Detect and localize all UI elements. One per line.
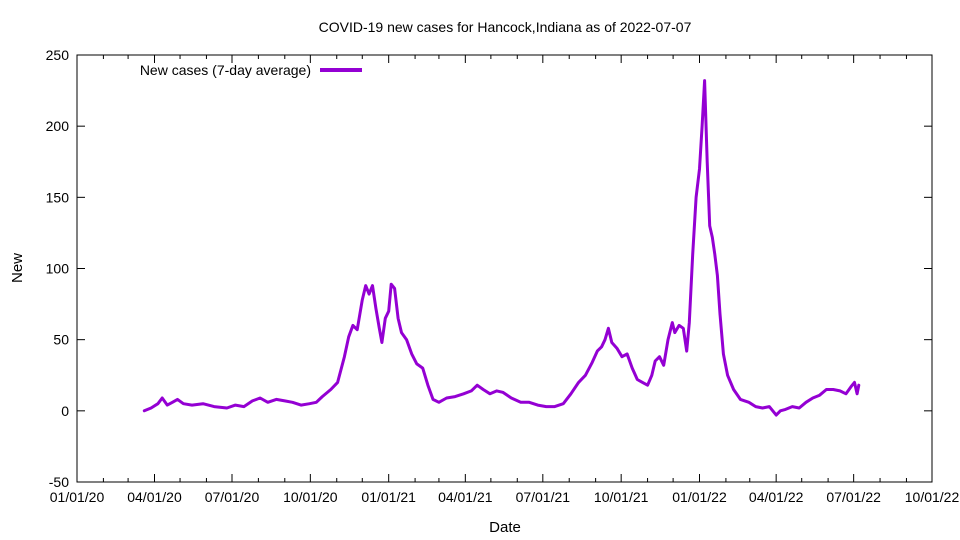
x-tick-label: 10/01/21 (594, 489, 649, 505)
series-line (142, 79, 861, 417)
plot-area (76, 54, 933, 483)
y-tick-label: 150 (46, 189, 70, 205)
y-tick-label: 250 (46, 47, 70, 63)
x-axis: 01/01/20 04/01/20 07/01/20 10/01/20 01/01/21… (50, 55, 960, 505)
chart-title: COVID-19 new cases for Hancock,Indiana a… (319, 19, 692, 35)
y-tick-label: 100 (46, 261, 70, 277)
x-tick-label: 04/01/22 (749, 489, 804, 505)
legend-label: New cases (7-day average) (140, 62, 311, 78)
y-tick-label: 200 (46, 118, 70, 134)
x-tick-label: 07/01/22 (826, 489, 881, 505)
legend: New cases (7-day average) (140, 62, 362, 78)
x-tick-label: 07/01/21 (516, 489, 571, 505)
x-tick-label: 10/01/22 (905, 489, 960, 505)
x-tick-label: 04/01/20 (127, 489, 182, 505)
x-tick-label: 01/01/20 (50, 489, 105, 505)
x-tick-label: 01/01/21 (361, 489, 416, 505)
y-tick-label: 50 (53, 332, 69, 348)
y-axis: -50 0 50 100 150 200 250 (46, 47, 932, 490)
y-axis-title: New (9, 253, 26, 283)
x-tick-label: 10/01/20 (283, 489, 338, 505)
x-tick-label: 07/01/20 (205, 489, 260, 505)
x-tick-label: 01/01/22 (672, 489, 727, 505)
x-axis-title: Date (489, 519, 521, 536)
x-tick-label: 04/01/21 (438, 489, 493, 505)
series-layer (142, 79, 861, 417)
y-tick-label: 0 (61, 403, 69, 419)
y-tick-label: -50 (49, 474, 69, 490)
